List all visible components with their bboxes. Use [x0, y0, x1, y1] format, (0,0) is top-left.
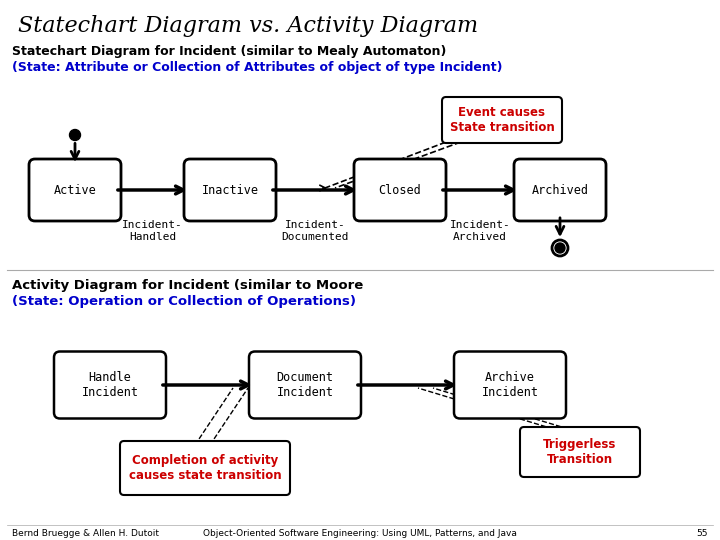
FancyBboxPatch shape [520, 427, 640, 477]
Text: Incident-
Archived: Incident- Archived [449, 220, 510, 241]
Circle shape [555, 243, 565, 253]
Text: Archived: Archived [531, 184, 588, 197]
Text: Object-Oriented Software Engineering: Using UML, Patterns, and Java: Object-Oriented Software Engineering: Us… [203, 529, 517, 537]
Text: Inactive: Inactive [202, 184, 258, 197]
Text: Handle
Incident: Handle Incident [81, 371, 138, 399]
Text: Active: Active [53, 184, 96, 197]
FancyBboxPatch shape [249, 352, 361, 418]
FancyBboxPatch shape [120, 441, 290, 495]
Text: Activity Diagram for Incident (similar to Moore: Activity Diagram for Incident (similar t… [12, 279, 364, 292]
FancyBboxPatch shape [454, 352, 566, 418]
Text: Completion of activity
causes state transition: Completion of activity causes state tran… [129, 454, 282, 482]
Text: Event causes
State transition: Event causes State transition [449, 106, 554, 134]
Text: Closed: Closed [379, 184, 421, 197]
Text: Triggerless
Transition: Triggerless Transition [544, 438, 617, 466]
Text: Archive
Incident: Archive Incident [482, 371, 539, 399]
FancyBboxPatch shape [184, 159, 276, 221]
Text: Bernd Bruegge & Allen H. Dutoit: Bernd Bruegge & Allen H. Dutoit [12, 529, 159, 537]
Text: Statechart Diagram vs. Activity Diagram: Statechart Diagram vs. Activity Diagram [18, 15, 478, 37]
FancyBboxPatch shape [442, 97, 562, 143]
Text: (State: Operation or Collection of Operations): (State: Operation or Collection of Opera… [12, 295, 356, 308]
Text: Incident-
Documented: Incident- Documented [282, 220, 348, 241]
Text: 55: 55 [696, 529, 708, 537]
Text: Incident-
Handled: Incident- Handled [122, 220, 183, 241]
Text: Document
Incident: Document Incident [276, 371, 333, 399]
Text: Statechart Diagram for Incident (similar to Mealy Automaton): Statechart Diagram for Incident (similar… [12, 45, 446, 58]
FancyBboxPatch shape [29, 159, 121, 221]
FancyBboxPatch shape [514, 159, 606, 221]
FancyBboxPatch shape [354, 159, 446, 221]
Text: (State: Attribute or Collection of Attributes of object of type Incident): (State: Attribute or Collection of Attri… [12, 60, 503, 73]
Circle shape [70, 130, 81, 140]
FancyBboxPatch shape [54, 352, 166, 418]
